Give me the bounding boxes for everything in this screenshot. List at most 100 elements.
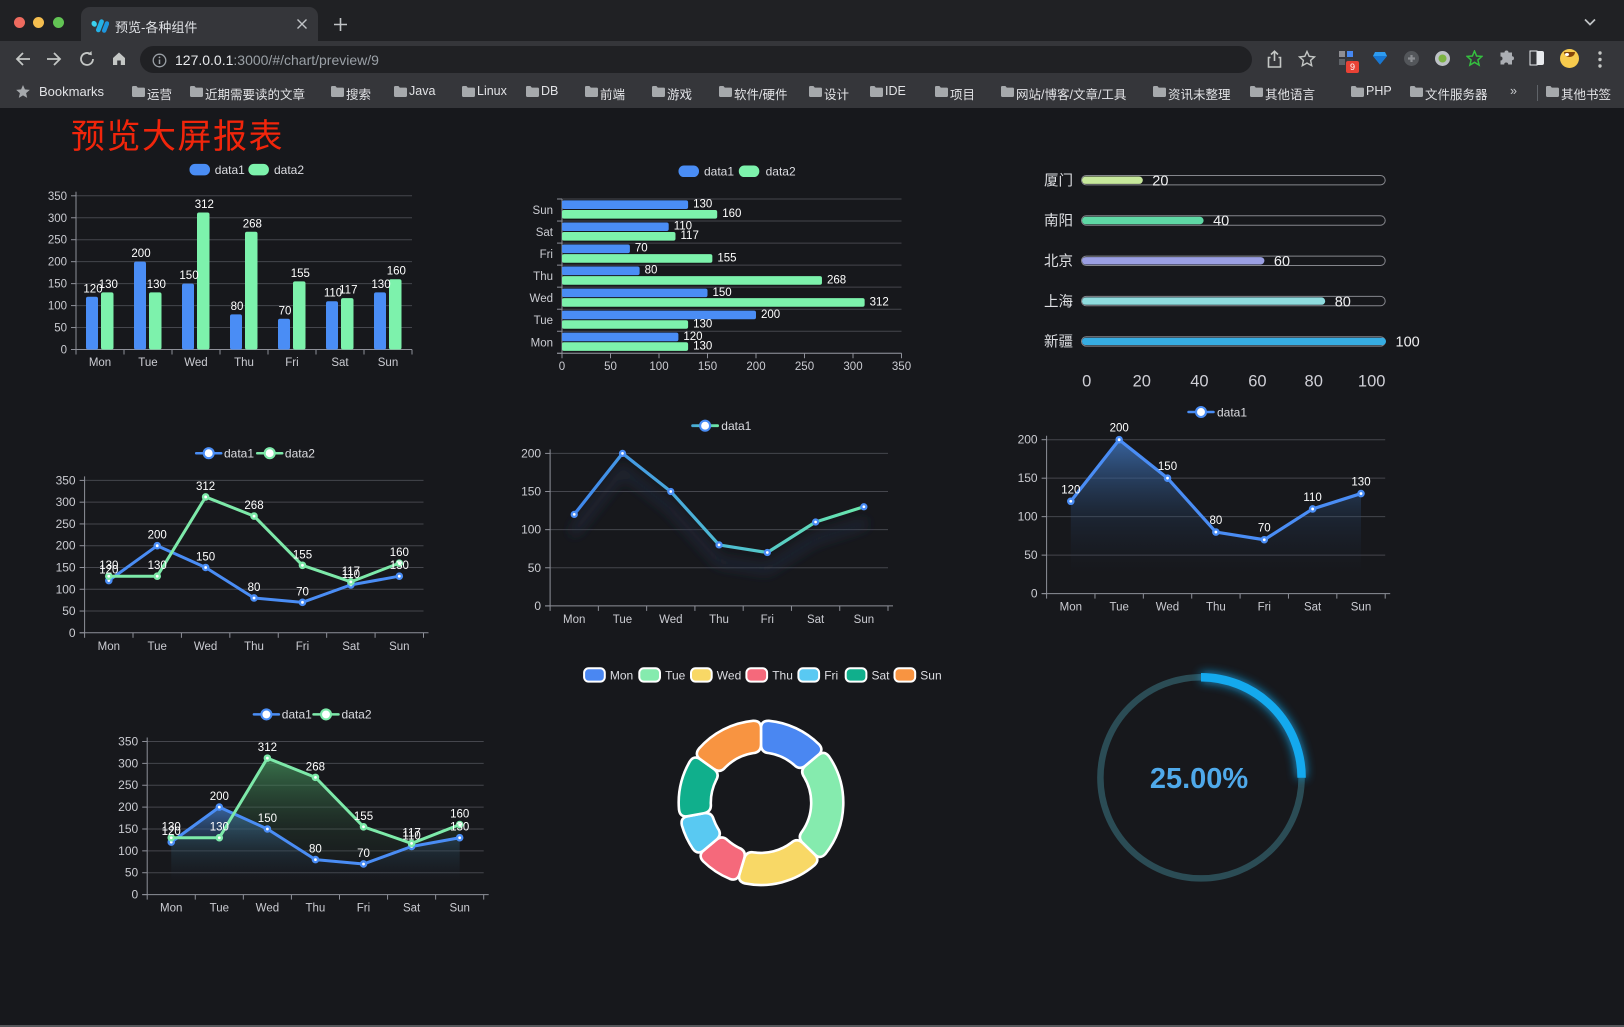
svg-text:Sat: Sat: [536, 227, 554, 239]
svg-text:Tue: Tue: [1110, 602, 1129, 614]
svg-text:155: 155: [293, 549, 312, 561]
svg-text:Tue: Tue: [210, 903, 229, 915]
svg-text:50: 50: [125, 866, 139, 880]
svg-text:80: 80: [645, 265, 658, 277]
svg-text:150: 150: [196, 552, 215, 564]
svg-text:150: 150: [118, 822, 138, 836]
svg-text:Wed: Wed: [659, 614, 682, 626]
svg-text:0: 0: [559, 361, 565, 373]
svg-text:Mon: Mon: [563, 614, 585, 626]
svg-text:130: 130: [147, 279, 166, 291]
svg-text:80: 80: [1210, 515, 1223, 527]
svg-text:80: 80: [309, 844, 322, 856]
svg-text:Tue: Tue: [138, 357, 157, 369]
svg-text:100: 100: [1018, 510, 1038, 524]
svg-text:80: 80: [231, 301, 244, 313]
svg-text:Fri: Fri: [285, 357, 298, 369]
svg-text:Sun: Sun: [533, 205, 553, 217]
svg-text:200: 200: [1018, 433, 1038, 447]
svg-text:150: 150: [1158, 461, 1177, 473]
svg-text:Fri: Fri: [761, 614, 774, 626]
svg-text:130: 130: [1351, 477, 1370, 489]
svg-text:Tue: Tue: [148, 641, 167, 653]
svg-text:70: 70: [279, 305, 292, 317]
svg-text:25.00%: 25.00%: [1150, 763, 1249, 795]
svg-text:200: 200: [48, 257, 67, 269]
svg-text:130: 130: [162, 822, 181, 834]
svg-text:80: 80: [248, 582, 261, 594]
svg-text:70: 70: [1258, 523, 1271, 535]
svg-text:268: 268: [244, 500, 263, 512]
svg-text:200: 200: [148, 530, 167, 542]
svg-text:data1: data1: [704, 165, 734, 179]
svg-text:200: 200: [56, 539, 76, 553]
svg-text:130: 130: [371, 279, 390, 291]
svg-text:60: 60: [1248, 373, 1266, 391]
svg-text:Tue: Tue: [534, 315, 553, 327]
svg-text:155: 155: [717, 252, 736, 264]
svg-text:117: 117: [681, 230, 699, 242]
svg-text:南阳: 南阳: [1044, 213, 1073, 230]
svg-text:Sun: Sun: [854, 614, 874, 626]
svg-text:Sat: Sat: [872, 668, 891, 682]
svg-text:Thu: Thu: [305, 903, 325, 915]
svg-text:300: 300: [118, 756, 138, 770]
svg-text:Thu: Thu: [533, 271, 553, 283]
svg-text:0: 0: [132, 888, 139, 902]
svg-text:155: 155: [291, 268, 310, 280]
svg-text:Wed: Wed: [1156, 602, 1179, 614]
svg-text:40: 40: [1213, 214, 1229, 230]
svg-text:新疆: 新疆: [1044, 334, 1073, 351]
svg-text:Fri: Fri: [824, 668, 838, 682]
svg-text:250: 250: [48, 235, 67, 247]
svg-text:20: 20: [1152, 173, 1168, 189]
svg-text:200: 200: [118, 800, 138, 814]
svg-text:Mon: Mon: [89, 357, 111, 369]
svg-text:70: 70: [357, 848, 370, 860]
svg-text:268: 268: [827, 274, 846, 286]
svg-text:20: 20: [1133, 373, 1151, 391]
svg-text:100: 100: [48, 301, 67, 313]
svg-text:80: 80: [1335, 294, 1351, 310]
svg-text:40: 40: [1190, 373, 1208, 391]
svg-text:0: 0: [69, 626, 76, 640]
svg-text:厦门: 厦门: [1044, 172, 1073, 189]
svg-text:Thu: Thu: [772, 668, 793, 682]
svg-text:Sun: Sun: [1351, 602, 1371, 614]
svg-text:data2: data2: [274, 163, 304, 177]
svg-text:Tue: Tue: [613, 614, 632, 626]
svg-text:Mon: Mon: [98, 641, 120, 653]
svg-text:250: 250: [56, 517, 76, 531]
svg-text:350: 350: [48, 191, 67, 203]
svg-text:110: 110: [1303, 492, 1321, 504]
svg-text:120: 120: [683, 331, 702, 343]
svg-text:350: 350: [56, 473, 76, 487]
svg-text:120: 120: [1061, 484, 1080, 496]
svg-text:130: 130: [450, 822, 469, 834]
svg-text:130: 130: [693, 318, 712, 330]
svg-text:100: 100: [118, 844, 138, 858]
svg-text:Thu: Thu: [709, 614, 729, 626]
svg-text:Mon: Mon: [1060, 602, 1082, 614]
svg-text:data1: data1: [282, 708, 312, 722]
svg-text:Sat: Sat: [807, 614, 825, 626]
svg-text:117: 117: [339, 285, 357, 297]
svg-text:350: 350: [118, 735, 138, 749]
svg-text:Thu: Thu: [234, 357, 254, 369]
svg-text:0: 0: [1082, 373, 1091, 391]
svg-text:Fri: Fri: [296, 641, 309, 653]
svg-text:Wed: Wed: [717, 668, 741, 682]
svg-text:70: 70: [635, 243, 648, 255]
svg-text:130: 130: [693, 341, 712, 353]
svg-text:130: 130: [99, 279, 118, 291]
svg-text:Wed: Wed: [184, 357, 207, 369]
svg-text:200: 200: [1110, 423, 1129, 435]
svg-text:Wed: Wed: [194, 641, 217, 653]
svg-text:300: 300: [56, 495, 76, 509]
svg-text:150: 150: [179, 270, 198, 282]
svg-text:130: 130: [148, 560, 167, 572]
svg-text:150: 150: [1018, 471, 1038, 485]
svg-text:100: 100: [521, 523, 541, 537]
svg-text:Sun: Sun: [920, 668, 941, 682]
svg-text:312: 312: [196, 481, 215, 493]
